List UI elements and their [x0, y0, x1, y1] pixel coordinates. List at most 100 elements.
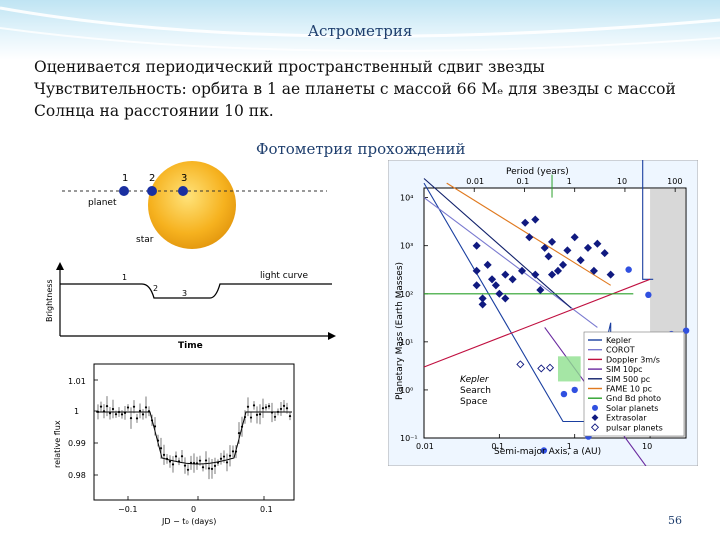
legend-entry-3: SIM 10pc — [588, 365, 643, 374]
solar-planet-point-5 — [645, 291, 652, 299]
curve-point-3: 3 — [182, 289, 187, 298]
flux-data-point — [288, 411, 292, 421]
svg-text:Extrasolar: Extrasolar — [606, 414, 647, 423]
legend-entry-8: Extrasolar — [591, 414, 647, 423]
extrasolar-point-28 — [478, 300, 487, 309]
extrasolar-point-19 — [558, 260, 568, 269]
flux-data-point — [255, 406, 259, 424]
pulsar-point-1 — [537, 364, 546, 373]
legend-entry-9: pulsar planets — [590, 423, 663, 432]
pos-label-2: 2 — [149, 173, 155, 184]
curve-point-1: 1 — [122, 273, 127, 282]
planet-mass-label: Planetary Mass (Earth Masses) — [395, 262, 405, 400]
svg-text:SIM 10pc: SIM 10pc — [606, 365, 643, 374]
flux-data-point — [108, 406, 112, 420]
extrasolar-point-31 — [589, 266, 598, 275]
flux-data-point — [177, 457, 181, 466]
svg-text:FAME 10 pc: FAME 10 pc — [606, 385, 652, 394]
flux-data-point — [261, 398, 265, 418]
transit-diagram: 1 2 3 planet star 1 2 3 light curve Brig… — [45, 161, 336, 351]
flux-data-point — [165, 454, 169, 464]
flux-data-point — [147, 406, 151, 417]
flux-data-point — [276, 408, 280, 416]
flux-data-point — [150, 414, 154, 426]
y-tick-3: 10¹ — [400, 338, 413, 347]
light-curve-label: light curve — [260, 271, 308, 281]
extrasolar-point-10 — [517, 266, 527, 275]
extrasolar-point-1 — [472, 266, 481, 275]
flux-data-point — [111, 399, 115, 419]
section-subtitle: Фотометрия прохождений — [256, 140, 466, 158]
flux-data-point — [171, 456, 175, 473]
extrasolar-point-5 — [488, 275, 497, 284]
flux-data-point — [180, 449, 184, 463]
flux-data-point — [285, 402, 289, 414]
extrasolar-point-2 — [472, 281, 481, 290]
flux-data-point — [264, 404, 268, 411]
flux-data-point — [279, 402, 283, 416]
extrasolar-point-20 — [563, 246, 572, 255]
extrasolar-point-11 — [521, 218, 530, 227]
flux-data-point — [132, 400, 136, 414]
y-tick-2: 10² — [400, 290, 413, 299]
flux-data-point — [249, 412, 253, 423]
kepler-region-3: Space — [460, 397, 488, 407]
flux-data-point — [144, 396, 148, 419]
extrasolar-point-27 — [531, 215, 540, 224]
flux-data-point — [207, 457, 211, 480]
x-tick-3: 10 — [642, 442, 652, 451]
light-curve — [60, 283, 332, 299]
star-disk — [148, 161, 236, 249]
solar-planet-point-4 — [625, 266, 632, 273]
flux-data-point — [219, 452, 223, 465]
pulsar-point-2 — [545, 363, 555, 372]
flux-x-label: JD − t₀ (days) — [161, 517, 216, 526]
svg-text:pulsar planets: pulsar planets — [606, 423, 663, 432]
flux-ytick-2: 0.99 — [68, 439, 86, 448]
extrasolar-point-26 — [606, 270, 615, 279]
extrasolar-point-29 — [501, 294, 510, 303]
planet-label: planet — [88, 198, 117, 208]
period-axis-label: Period (years) — [506, 167, 569, 177]
flux-data-point — [141, 409, 145, 420]
flux-data-point — [102, 404, 106, 419]
flux-y-label: relative flux — [53, 420, 62, 468]
solar-planet-point-0 — [540, 447, 548, 454]
flux-data-point — [126, 404, 130, 411]
flux-data-point — [153, 417, 157, 436]
legend-entry-5: FAME 10 pc — [588, 385, 652, 394]
x-tick-2: 1 — [567, 442, 572, 451]
flux-data-point — [156, 434, 160, 447]
flux-xtick-0: −0.1 — [118, 505, 137, 514]
flux-data-point — [174, 451, 178, 462]
flux-data-point — [186, 464, 190, 476]
extrasolar-point-0 — [472, 241, 481, 250]
flux-data-point — [240, 416, 244, 437]
header-swoosh — [0, 6, 720, 52]
curve-point-2: 2 — [153, 284, 158, 293]
body-line-1: Оценивается периодический пространственн… — [34, 58, 545, 76]
flux-data-point — [273, 412, 277, 421]
extrasolar-point-12 — [525, 233, 534, 242]
x-tick-0: 0.01 — [416, 442, 434, 451]
planet-pos-1 — [119, 186, 129, 196]
solar-planet-point-2 — [571, 386, 578, 394]
flux-data-point — [234, 445, 238, 459]
flux-data-point — [267, 402, 271, 410]
gnd-region — [557, 356, 581, 382]
period-tick-4: 100 — [667, 177, 682, 186]
flux-data-point — [117, 407, 121, 417]
extrasolar-point-23 — [583, 243, 593, 252]
flux-plot-frame — [93, 363, 295, 501]
flux-data-point — [129, 407, 133, 429]
time-label: Time — [178, 341, 203, 351]
sim500-line — [423, 178, 572, 309]
extrasolar-point-25 — [600, 249, 609, 258]
y-tick-5: 10⁻¹ — [400, 434, 418, 443]
extrasolar-point-24 — [593, 239, 602, 248]
flux-data-point — [159, 437, 163, 459]
flux-data-point — [195, 456, 199, 470]
y-tick-1: 10³ — [400, 242, 413, 251]
flux-data-point — [201, 463, 205, 472]
extrasolar-point-17 — [547, 237, 557, 246]
